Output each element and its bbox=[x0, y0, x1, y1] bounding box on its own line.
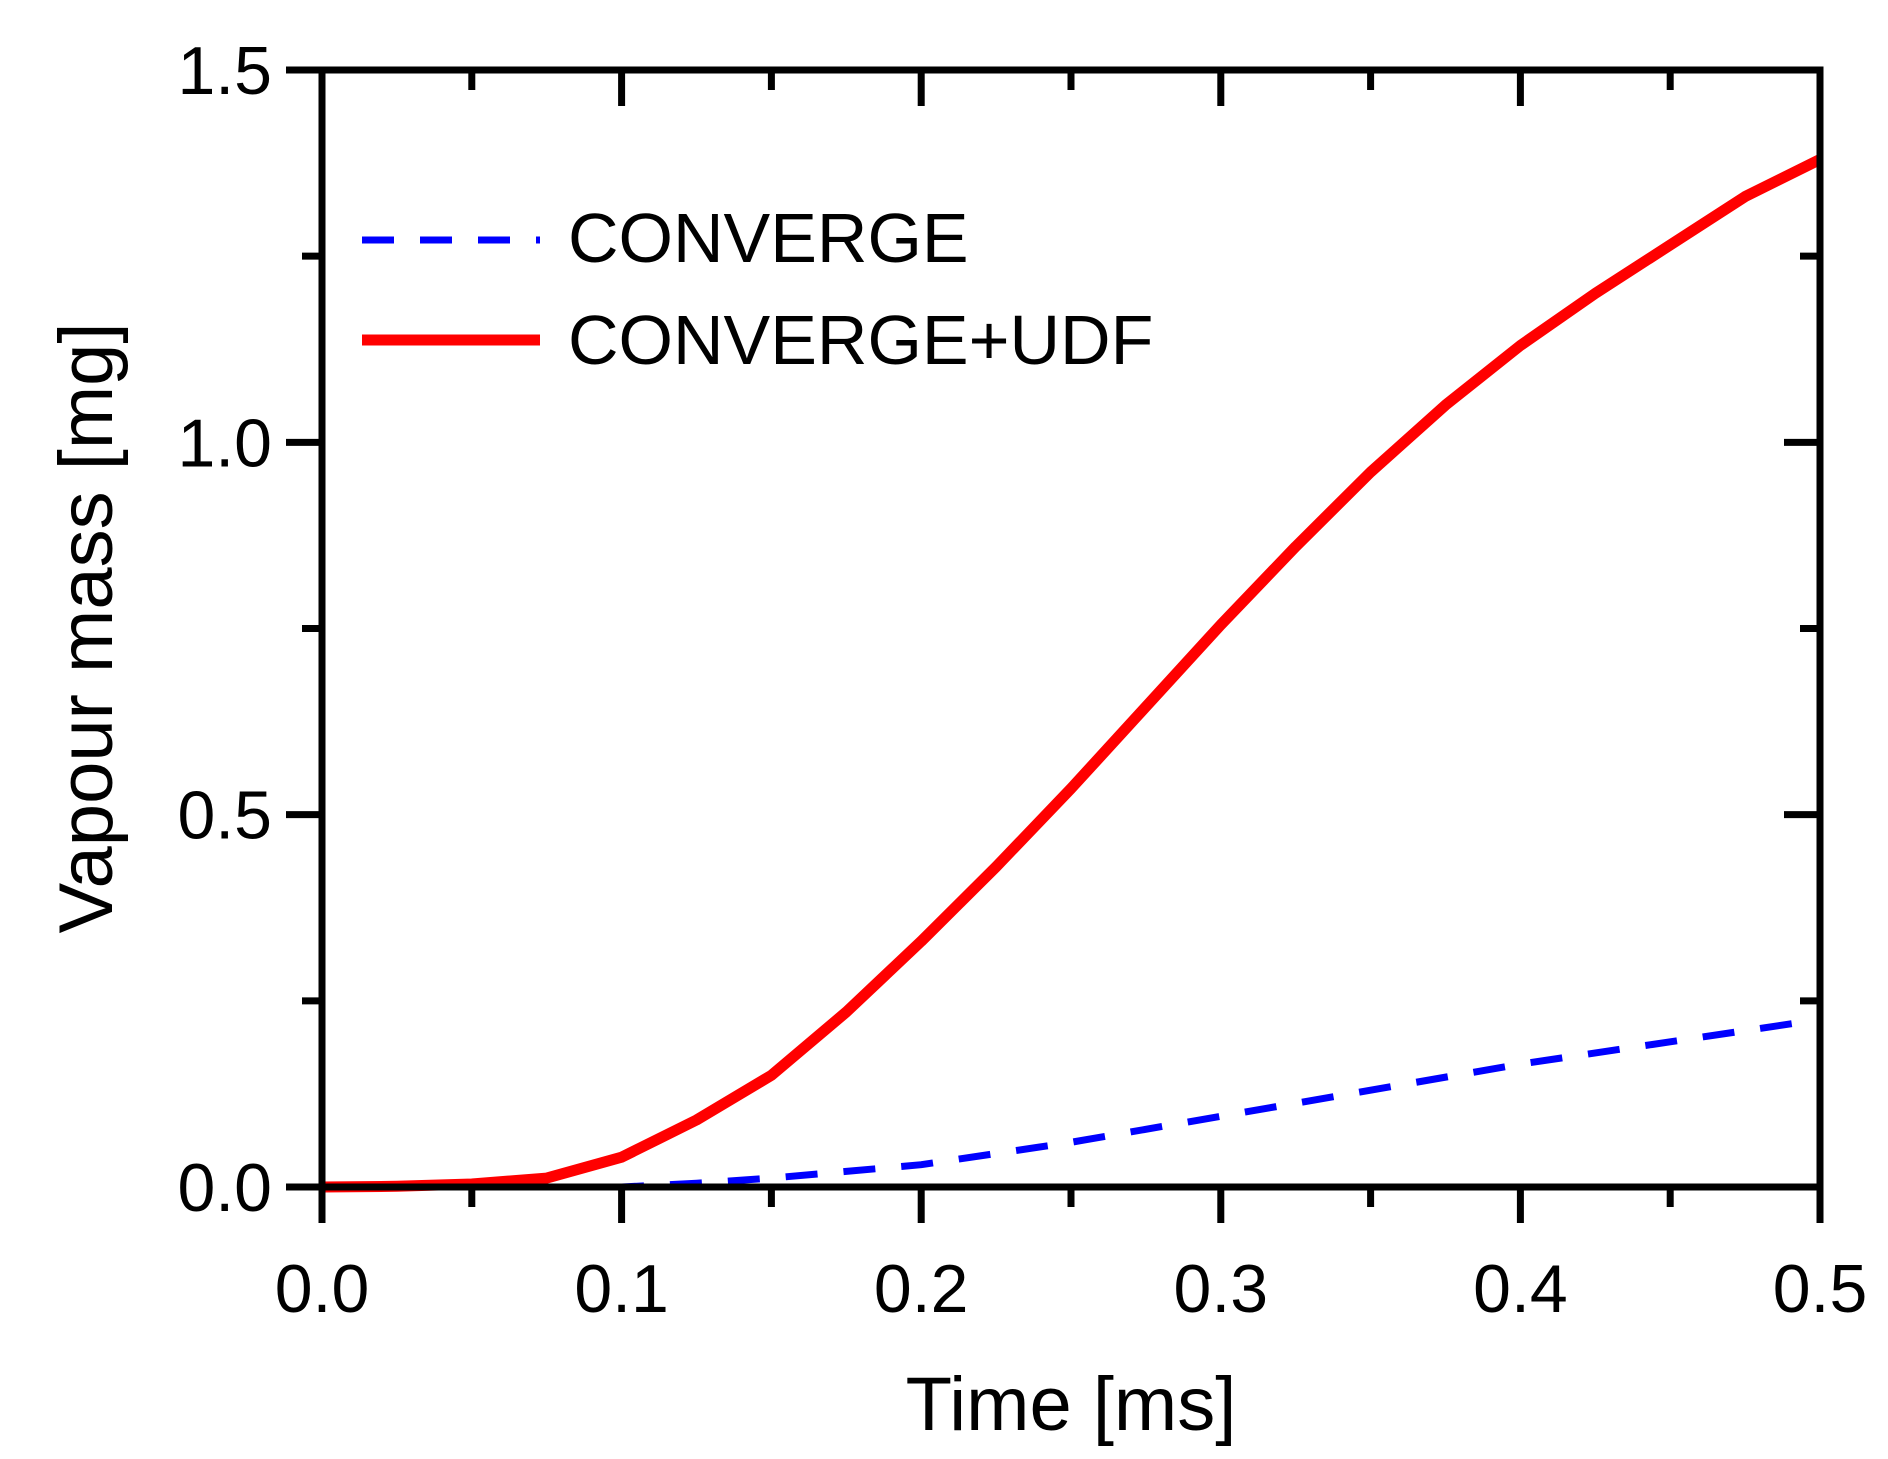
x-tick-label: 0.4 bbox=[1473, 1251, 1568, 1327]
series-line-converge bbox=[322, 1016, 1821, 1191]
legend: CONVERGE CONVERGE+UDF bbox=[362, 199, 1153, 379]
x-tick-labels: 0.0 0.1 0.2 0.3 0.4 0.5 bbox=[275, 1251, 1868, 1327]
y-tick-label: 0.0 bbox=[177, 1150, 272, 1226]
x-tick-label: 0.1 bbox=[574, 1251, 669, 1327]
plot-frame bbox=[318, 66, 1824, 1191]
legend-label-converge-udf: CONVERGE+UDF bbox=[568, 301, 1153, 379]
series-line-converge-udf bbox=[321, 154, 1823, 1193]
series-layer bbox=[321, 154, 1823, 1193]
y-tick-labels: 0.0 0.5 1.0 1.5 bbox=[177, 33, 272, 1226]
legend-label-converge: CONVERGE bbox=[568, 199, 969, 277]
y-tick-label: 0.5 bbox=[177, 778, 272, 854]
x-tick-label: 0.2 bbox=[874, 1251, 969, 1327]
x-axis-title: Time [ms] bbox=[906, 1362, 1237, 1447]
y-tick-label: 1.5 bbox=[177, 33, 272, 109]
y-axis-title: Vapour mass [mg] bbox=[44, 322, 129, 933]
ticks-layer bbox=[286, 66, 1824, 1223]
y-tick-label: 1.0 bbox=[177, 405, 272, 481]
x-tick-label: 0.0 bbox=[275, 1251, 370, 1327]
x-tick-label: 0.3 bbox=[1174, 1251, 1269, 1327]
x-tick-label: 0.5 bbox=[1773, 1251, 1868, 1327]
